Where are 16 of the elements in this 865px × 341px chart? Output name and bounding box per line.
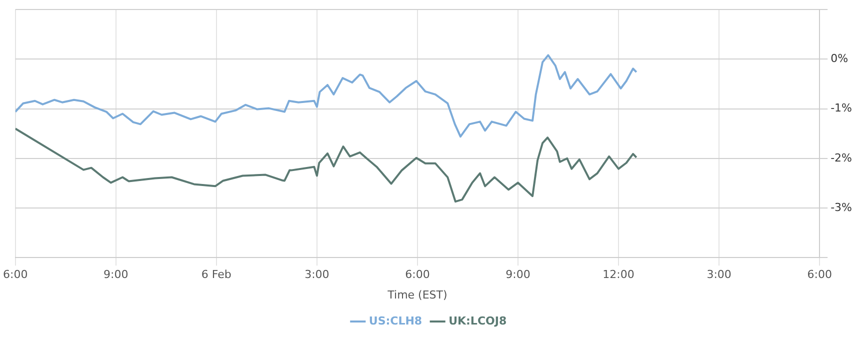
x-tick-label: 3:00	[706, 268, 732, 282]
x-tick-label: 9:00	[506, 268, 530, 282]
y-tick-label: 0%	[830, 52, 848, 66]
x-tick-label: 12:00	[602, 268, 634, 282]
x-tick-label: 6:00	[405, 268, 430, 282]
legend-label: UK:LCOJ8	[448, 314, 507, 328]
x-tick-label: 6:00	[807, 268, 832, 282]
x-tick-label: 6 Feb	[201, 268, 232, 282]
x-tick-label: 9:00	[104, 268, 128, 282]
y-tick-label: -2%	[830, 151, 852, 164]
y-tick-label: -1%	[830, 102, 852, 115]
x-axis-title: Time (EST)	[386, 288, 448, 302]
legend-label: US:CLH8	[368, 314, 422, 328]
x-tick-label: 3:00	[304, 268, 330, 282]
x-tick-label: 6:00	[3, 268, 28, 282]
y-tick-label: -3%	[830, 200, 852, 214]
